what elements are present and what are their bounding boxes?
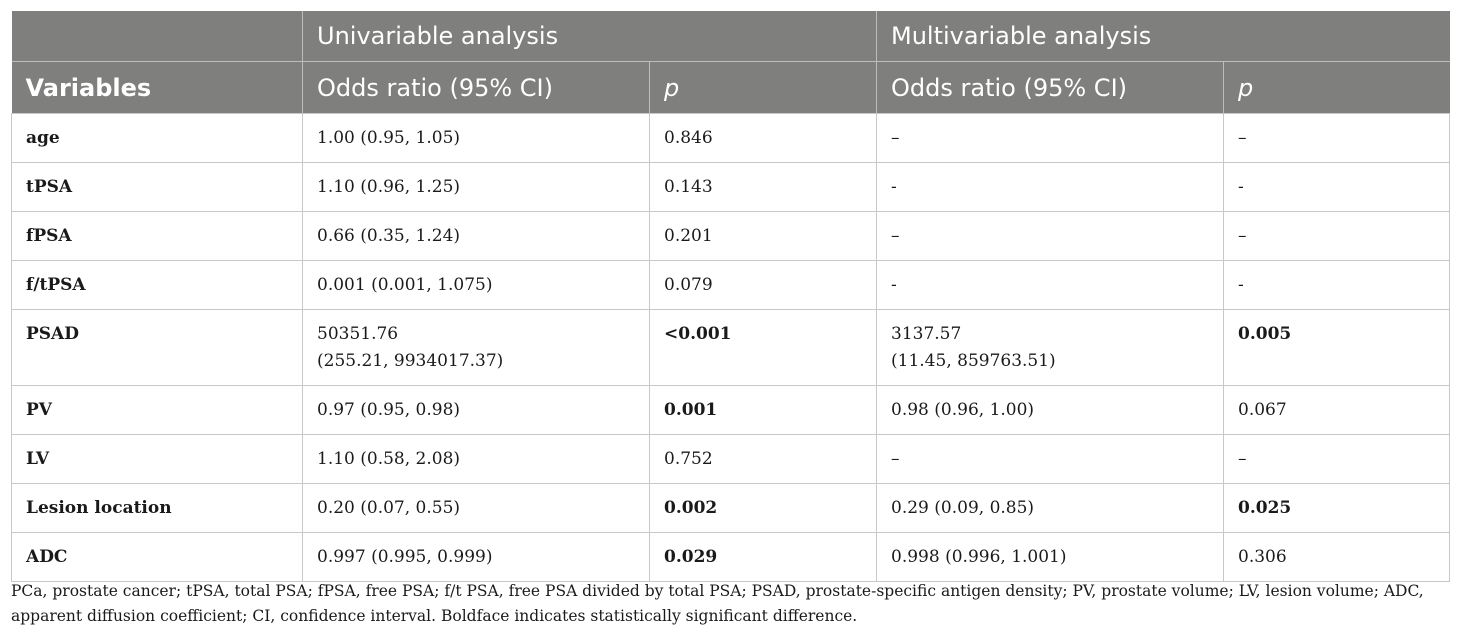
multi-or-cell: – (876, 113, 1225, 163)
table-row: tPSA 1.10 (0.96, 1.25) 0.143 - - (11, 162, 1451, 212)
header-column-row: Variables Odds ratio (95% CI) p Odds rat… (11, 61, 1450, 114)
uni-p-cell: 0.079 (648, 260, 878, 310)
multi-or-cell: – (876, 434, 1225, 484)
table-row: ADC 0.997 (0.995, 0.999) 0.029 0.998 (0.… (11, 532, 1451, 582)
multi-p-cell: 0.306 (1223, 532, 1451, 582)
header-univariable: Univariable analysis (301, 11, 877, 62)
multi-or-cell: - (876, 260, 1225, 310)
table-row: PSAD 50351.76 (255.21, 9934017.37) <0.001… (11, 309, 1451, 386)
uni-p-cell: 0.201 (648, 211, 878, 261)
uni-p-cell: 0.752 (648, 434, 878, 484)
uni-p-cell: 0.029 (648, 532, 878, 582)
uni-or-estimate: 50351.76 (317, 324, 399, 344)
uni-or-cell: 1.10 (0.96, 1.25) (302, 162, 650, 212)
uni-or-interval: (255.21, 9934017.37) (317, 351, 504, 371)
multi-or-cell: 3137.57 (11.45, 859763.51) (876, 309, 1225, 386)
uni-or-cell: 0.997 (0.995, 0.999) (302, 532, 650, 582)
variable-cell: ADC (11, 532, 303, 582)
multi-or-cell: - (876, 162, 1225, 212)
table-row: f/tPSA 0.001 (0.001, 1.075) 0.079 - - (11, 260, 1451, 310)
uni-or-cell: 1.00 (0.95, 1.05) (302, 113, 650, 163)
multi-p-cell: - (1223, 162, 1451, 212)
results-table: Univariable analysis Multivariable analy… (11, 11, 1451, 582)
uni-p-cell: 0.001 (648, 385, 878, 435)
multi-p-cell: – (1223, 211, 1451, 261)
uni-p-cell: 0.846 (648, 113, 878, 163)
table-row: fPSA 0.66 (0.35, 1.24) 0.201 – – (11, 211, 1451, 261)
multi-or-cell: 0.29 (0.09, 0.85) (876, 483, 1225, 533)
multi-p-cell: 0.067 (1223, 385, 1451, 435)
multi-or-interval: (11.45, 859763.51) (891, 351, 1056, 371)
uni-or-cell: 0.66 (0.35, 1.24) (302, 211, 650, 261)
uni-p-cell: 0.143 (648, 162, 878, 212)
uni-p-cell: <0.001 (648, 309, 878, 386)
multi-p-cell: 0.025 (1223, 483, 1451, 533)
multi-p-cell: 0.005 (1223, 309, 1451, 386)
variable-cell: fPSA (11, 211, 303, 261)
table-row: age 1.00 (0.95, 1.05) 0.846 – – (11, 113, 1451, 163)
header-variables: Variables (11, 61, 303, 114)
uni-or-cell: 0.97 (0.95, 0.98) (302, 385, 650, 435)
multi-p-cell: - (1223, 260, 1451, 310)
header-multi-p: p (1223, 61, 1450, 114)
uni-or-cell: 50351.76 (255.21, 9934017.37) (302, 309, 650, 386)
table-row: LV 1.10 (0.58, 2.08) 0.752 – – (11, 434, 1451, 484)
multi-p-cell: – (1223, 113, 1451, 163)
header-multivariable: Multivariable analysis (876, 11, 1450, 62)
header-group-row: Univariable analysis Multivariable analy… (11, 11, 1450, 62)
variable-cell: Lesion location (11, 483, 303, 533)
uni-or-cell: 0.001 (0.001, 1.075) (302, 260, 650, 310)
multi-or-estimate: 3137.57 (891, 324, 962, 344)
multi-or-cell: – (876, 211, 1225, 261)
uni-or-cell: 1.10 (0.58, 2.08) (302, 434, 650, 484)
variable-cell: LV (11, 434, 303, 484)
uni-p-cell: 0.002 (648, 483, 878, 533)
header-multi-odds-ratio: Odds ratio (95% CI) (876, 61, 1224, 114)
header-blank (11, 11, 303, 62)
header-uni-odds-ratio: Odds ratio (95% CI) (302, 61, 650, 114)
variable-cell: f/tPSA (11, 260, 303, 310)
table-row: Lesion location 0.20 (0.07, 0.55) 0.002 … (11, 483, 1451, 533)
multi-p-cell: – (1223, 434, 1451, 484)
uni-or-cell: 0.20 (0.07, 0.55) (302, 483, 650, 533)
header-uni-p: p (648, 61, 877, 114)
variable-cell: tPSA (11, 162, 303, 212)
variable-cell: PV (11, 385, 303, 435)
variable-cell: age (11, 113, 303, 163)
multi-or-cell: 0.998 (0.996, 1.001) (876, 532, 1225, 582)
table-row: PV 0.97 (0.95, 0.98) 0.001 0.98 (0.96, 1… (11, 385, 1451, 435)
table-footnote: PCa, prostate cancer; tPSA, total PSA; f… (11, 582, 1424, 625)
variable-cell: PSAD (11, 309, 303, 386)
multi-or-cell: 0.98 (0.96, 1.00) (876, 385, 1225, 435)
